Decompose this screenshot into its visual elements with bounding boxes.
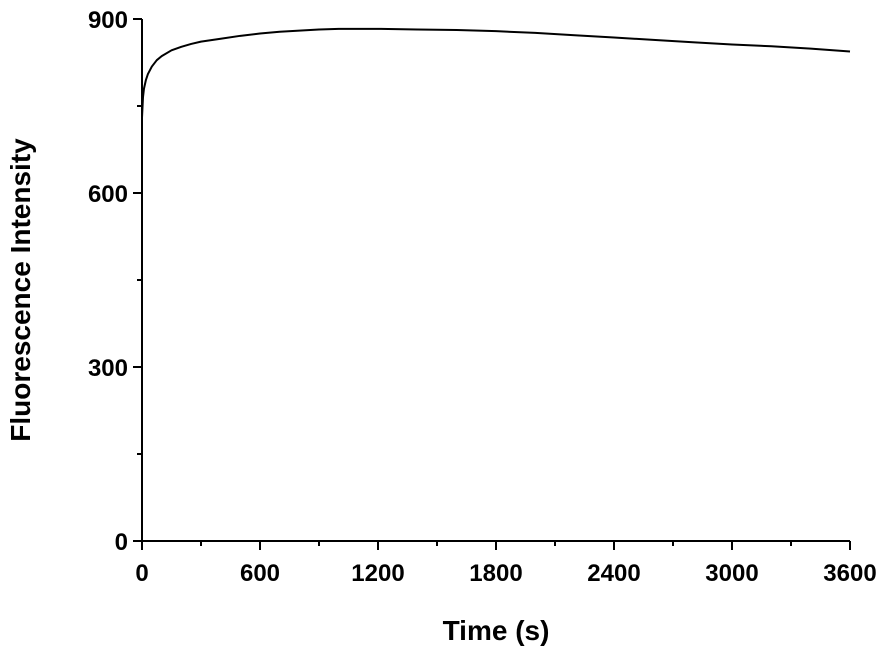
x-tick-label: 600 [240, 560, 280, 587]
x-tick-label: 1200 [351, 560, 404, 587]
x-tick-label: 3000 [705, 560, 758, 587]
y-axis-ticks: 0 300 600 900 [88, 7, 142, 556]
x-axis-ticks: 0 600 1200 1800 2400 3000 3600 [135, 541, 877, 587]
y-tick-label: 0 [115, 529, 128, 556]
plot-area [141, 27, 851, 118]
y-tick-label: 600 [88, 181, 128, 208]
axes [141, 19, 850, 542]
x-axis-title: Time (s) [443, 615, 550, 646]
y-tick-label: 300 [88, 355, 128, 382]
x-tick-label: 3600 [823, 560, 876, 587]
x-tick-label: 1800 [469, 560, 522, 587]
x-tick-label: 0 [135, 560, 148, 587]
series-line [141, 27, 851, 118]
y-axis-title: Fluorescence Intensity [5, 138, 36, 442]
x-tick-label: 2400 [587, 560, 640, 587]
y-tick-label: 900 [88, 7, 128, 34]
